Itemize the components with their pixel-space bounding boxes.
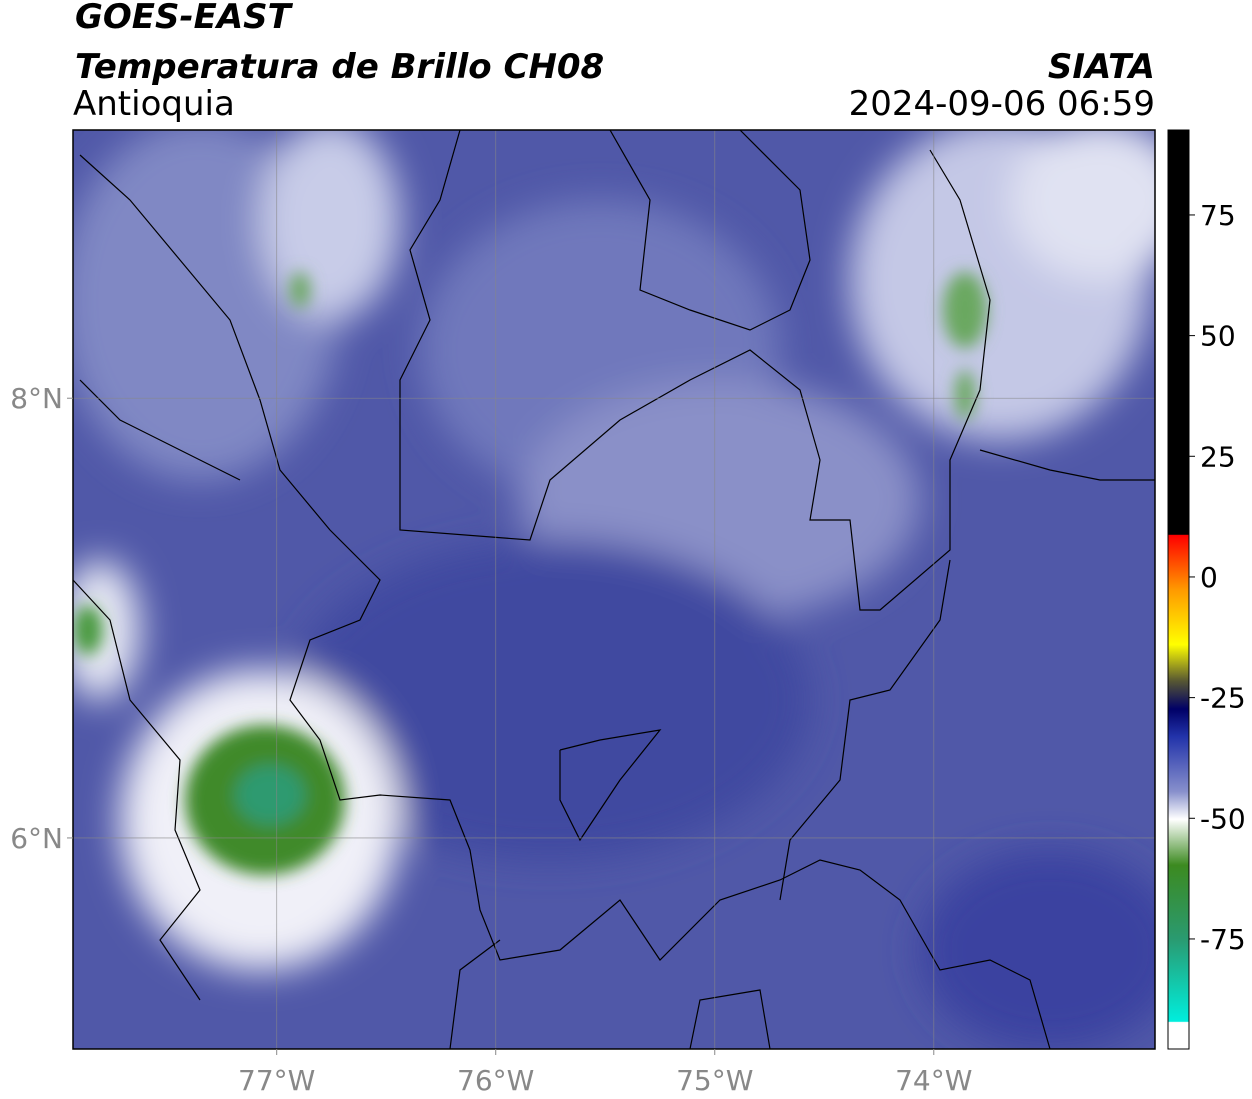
colorbar-tick-label: 75: [1200, 199, 1236, 232]
satellite-title: GOES-EAST: [75, 0, 294, 37]
graticule: [73, 130, 1155, 1049]
lon-tick-label: 77°W: [238, 1064, 315, 1097]
region-label: Antioquia: [73, 84, 235, 124]
lat-tick-label: 8°N: [10, 382, 63, 415]
colorbar-tick-label: 25: [1200, 440, 1236, 473]
lon-tick-label: 76°W: [457, 1064, 534, 1097]
lat-tick-label: 6°N: [10, 822, 63, 855]
colorbar-tick-label: -25: [1200, 682, 1246, 715]
colorbar-tick-label: 0: [1200, 561, 1218, 594]
colorbar-tick-label: 50: [1200, 320, 1236, 353]
colorbar-tick-label: -50: [1200, 802, 1246, 835]
map-field: [73, 130, 1155, 1049]
colorbar-tick-label: -75: [1200, 923, 1246, 956]
product-title: Temperatura de Brillo CH08: [75, 47, 604, 87]
lon-tick-label: 74°W: [895, 1064, 972, 1097]
cold-cloud-tops: [73, 272, 987, 875]
datetime-label: 2024-09-06 06:59: [849, 84, 1155, 124]
map-frame: [72, 129, 1156, 1050]
lon-tick-label: 75°W: [676, 1064, 753, 1097]
colorbar: [1167, 129, 1190, 1050]
source-label: SIATA: [1048, 47, 1155, 87]
